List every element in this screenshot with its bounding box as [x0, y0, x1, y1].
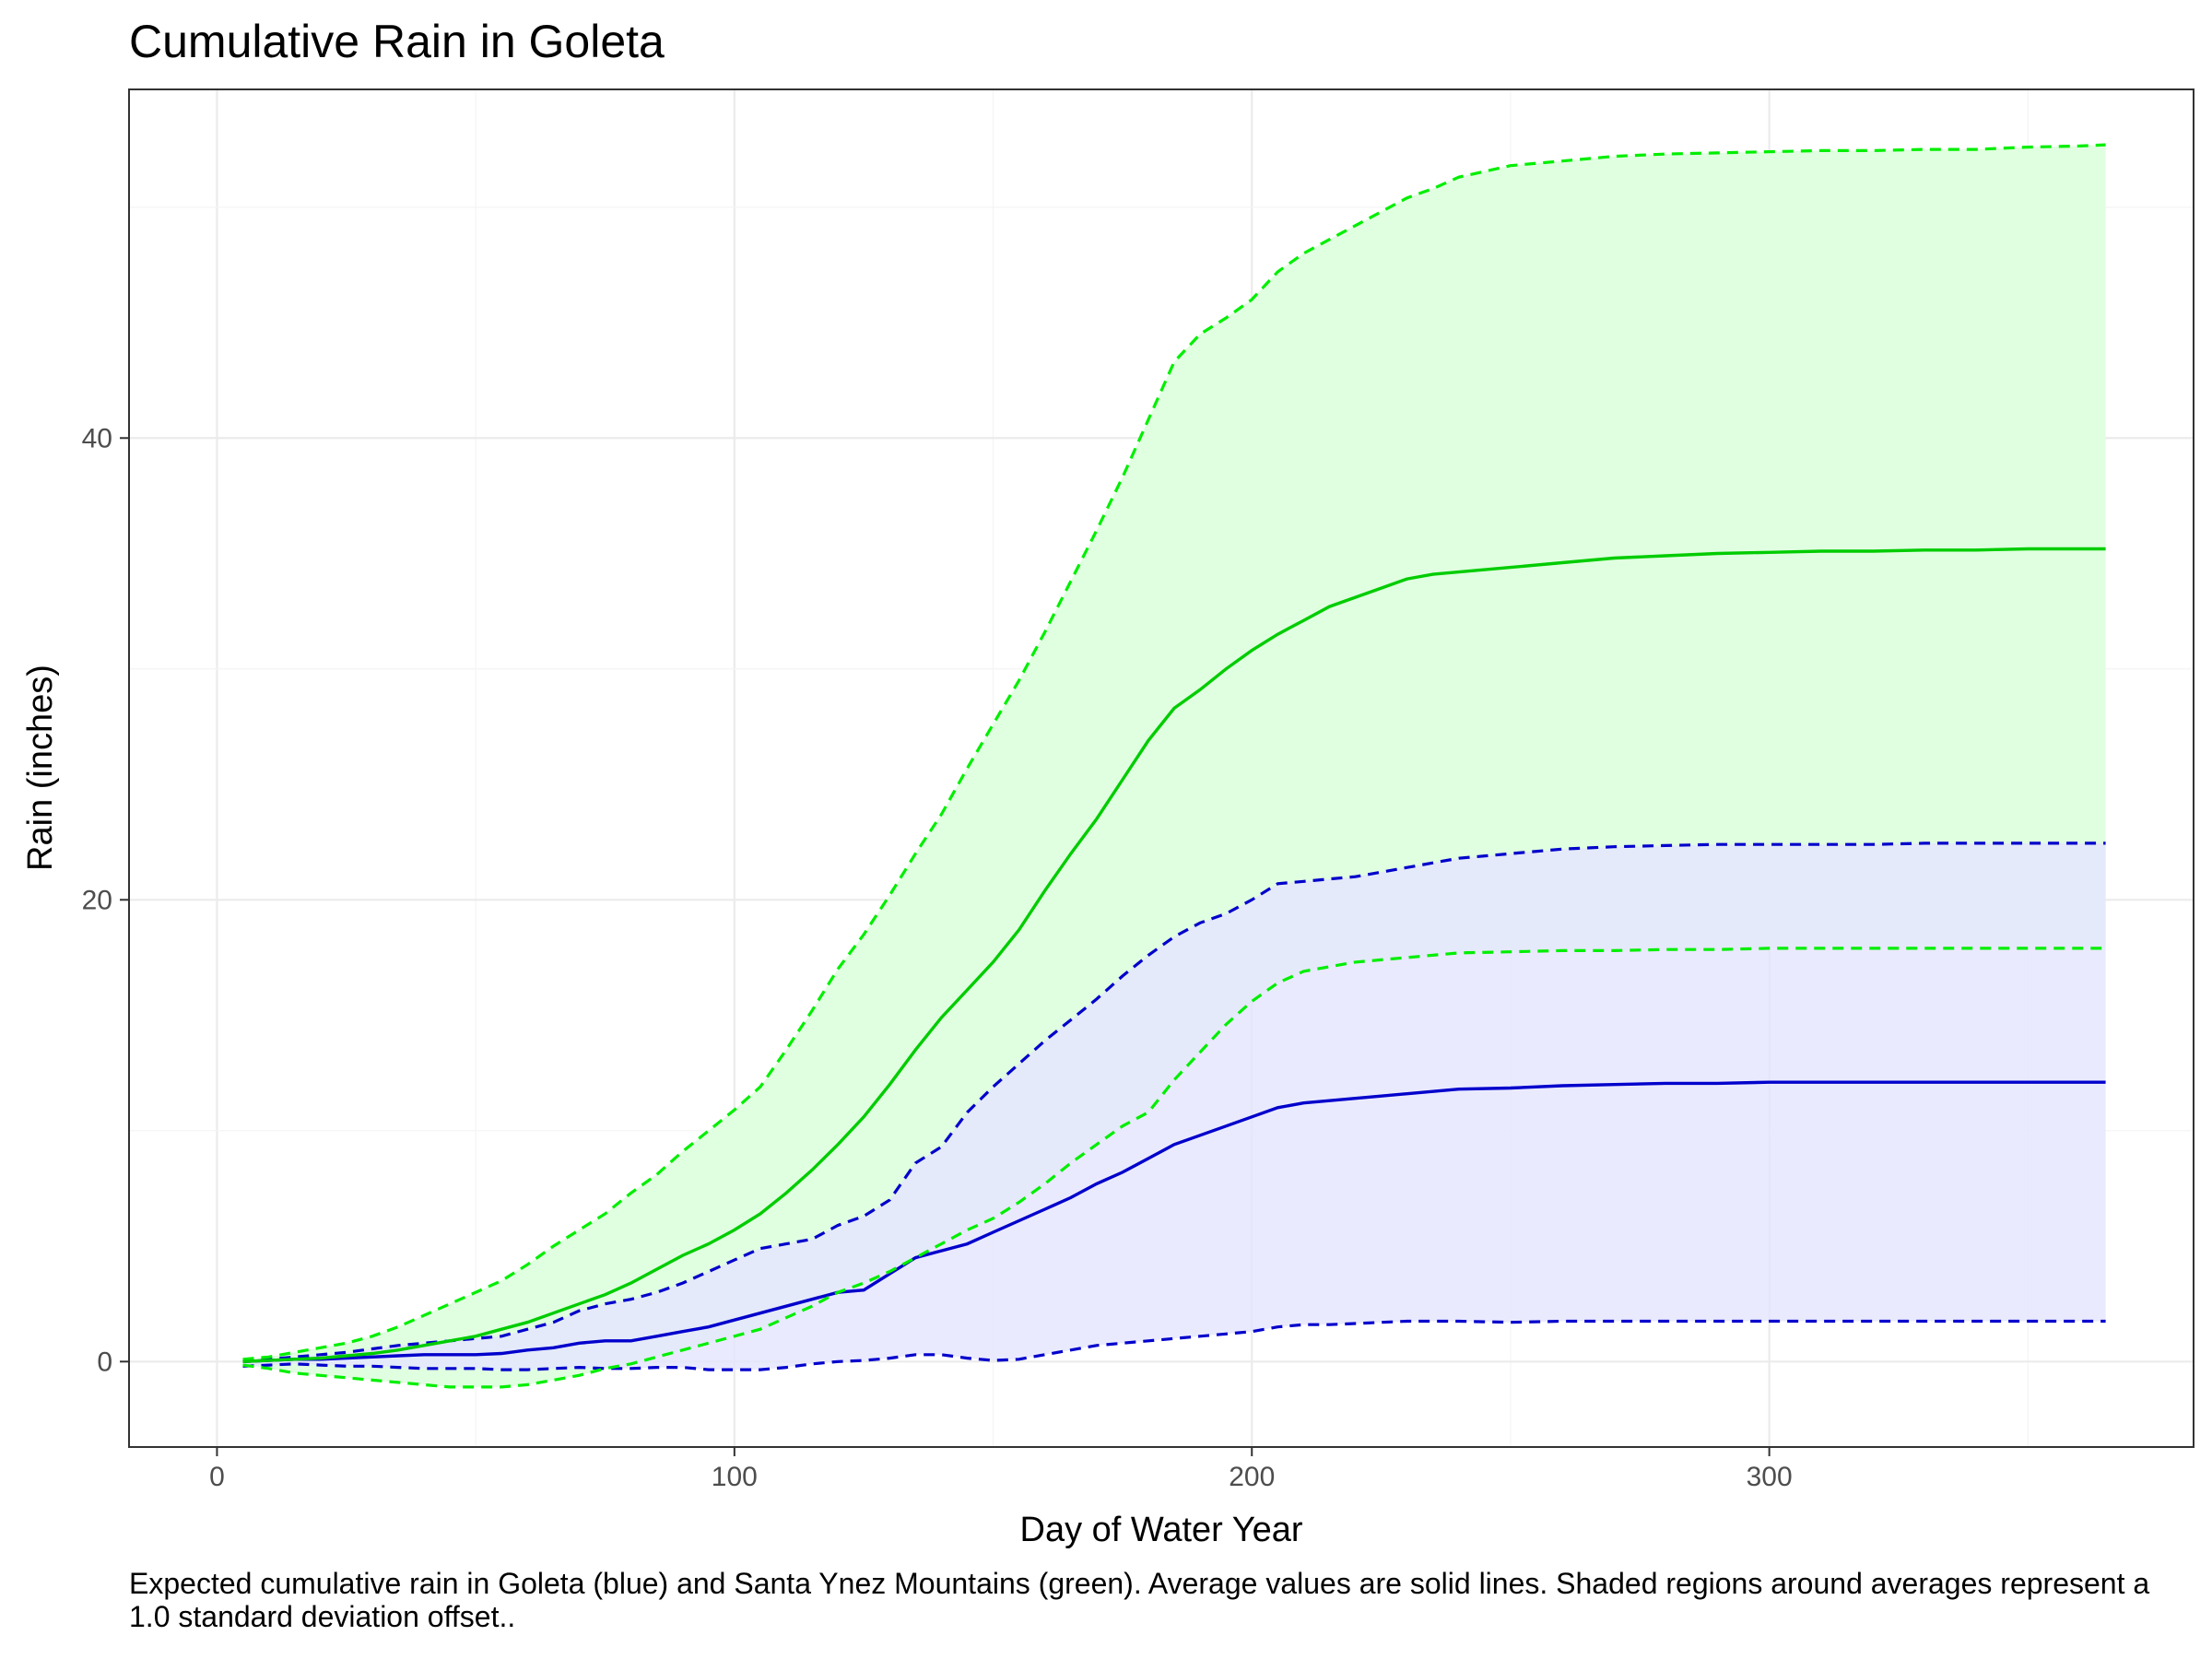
x-tick-label: 200	[1229, 1462, 1275, 1492]
x-tick-label: 0	[209, 1462, 225, 1492]
y-tick-label: 40	[82, 423, 112, 453]
y-tick-label: 0	[97, 1347, 112, 1377]
mean-line-goleta	[242, 1080, 2106, 1363]
x-axis-title: Day of Water Year	[1020, 1511, 1303, 1549]
chart-caption: Expected cumulative rain in Goleta (blue…	[129, 1567, 2150, 1633]
mean-line-santa-ynez	[242, 547, 2106, 1363]
plot-panel-border	[128, 88, 2194, 1448]
x-tick-label: 300	[1747, 1462, 1793, 1492]
lower-line-santa-ynez	[242, 947, 2106, 1389]
upper-line-santa-ynez	[242, 143, 2106, 1361]
axis-ticks: 0 100 200 300 0 20 40	[82, 423, 1793, 1492]
lower-line-goleta	[242, 1319, 2106, 1371]
band-goleta	[242, 842, 2106, 1371]
x-tick-label: 100	[712, 1462, 758, 1492]
upper-line-goleta	[242, 841, 2106, 1363]
chart-title: Cumulative Rain in Goleta	[129, 16, 665, 67]
y-axis-title: Rain (inches)	[21, 665, 60, 871]
y-tick-label: 20	[82, 885, 112, 915]
sd-bands	[242, 145, 2106, 1387]
band-santa-ynez	[242, 145, 2106, 1387]
series-lines	[242, 143, 2106, 1389]
